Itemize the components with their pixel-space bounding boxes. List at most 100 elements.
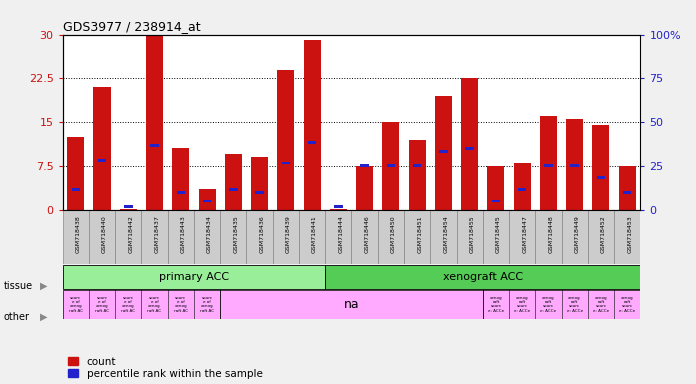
- Bar: [592, 125, 610, 210]
- Text: GSM718448: GSM718448: [548, 215, 553, 253]
- Bar: [308, 141, 317, 144]
- Bar: [483, 210, 509, 264]
- Bar: [124, 205, 132, 208]
- Bar: [351, 210, 378, 264]
- Bar: [623, 191, 631, 194]
- Bar: [72, 188, 80, 191]
- Text: GSM718449: GSM718449: [575, 215, 580, 253]
- Bar: [430, 210, 457, 264]
- Bar: [63, 265, 325, 289]
- Text: GSM718439: GSM718439: [286, 215, 291, 253]
- Bar: [225, 154, 242, 210]
- Bar: [173, 149, 189, 210]
- Bar: [404, 210, 430, 264]
- Bar: [220, 210, 246, 264]
- Bar: [382, 122, 400, 210]
- Text: GSM718436: GSM718436: [260, 215, 264, 253]
- Text: xenog
raft
sourc
e: ACCe: xenog raft sourc e: ACCe: [514, 296, 530, 313]
- Bar: [273, 210, 299, 264]
- Bar: [413, 164, 421, 167]
- Text: xenog
raft
sourc
e: ACCe: xenog raft sourc e: ACCe: [619, 296, 635, 313]
- Bar: [229, 188, 237, 191]
- Text: GSM718451: GSM718451: [417, 215, 422, 253]
- Text: na: na: [344, 298, 359, 311]
- Bar: [562, 210, 588, 264]
- Bar: [386, 164, 395, 167]
- Bar: [168, 210, 194, 264]
- Text: GSM718453: GSM718453: [627, 215, 632, 253]
- Text: ▶: ▶: [40, 312, 47, 322]
- Bar: [466, 147, 474, 150]
- Text: GSM718446: GSM718446: [365, 215, 370, 253]
- Bar: [487, 166, 505, 210]
- Bar: [97, 159, 106, 162]
- Bar: [325, 210, 351, 264]
- Bar: [177, 191, 185, 194]
- Bar: [435, 96, 452, 210]
- Text: sourc
e of
xenog
raft AC: sourc e of xenog raft AC: [69, 296, 83, 313]
- Bar: [514, 163, 530, 210]
- Text: GSM718442: GSM718442: [128, 215, 134, 253]
- Text: GSM718444: GSM718444: [338, 215, 343, 253]
- Bar: [299, 210, 325, 264]
- Bar: [93, 87, 111, 210]
- Bar: [194, 210, 220, 264]
- Text: GSM718445: GSM718445: [496, 215, 501, 253]
- Bar: [277, 70, 294, 210]
- Bar: [120, 209, 137, 210]
- Text: sourc
e of
xenog
raft AC: sourc e of xenog raft AC: [174, 296, 188, 313]
- Bar: [461, 78, 478, 210]
- Bar: [540, 116, 557, 210]
- Text: GSM718452: GSM718452: [601, 215, 606, 253]
- Text: GSM718455: GSM718455: [470, 215, 475, 253]
- Text: xenog
raft
sourc
e: ACCe: xenog raft sourc e: ACCe: [567, 296, 583, 313]
- Bar: [325, 265, 640, 289]
- Bar: [619, 166, 635, 210]
- Bar: [544, 164, 553, 167]
- Bar: [89, 210, 115, 264]
- Bar: [491, 200, 500, 202]
- Bar: [255, 191, 264, 194]
- Text: sourc
e of
xenog
raft AC: sourc e of xenog raft AC: [121, 296, 135, 313]
- Text: xenog
raft
sourc
e: ACCe: xenog raft sourc e: ACCe: [488, 296, 504, 313]
- Bar: [596, 176, 606, 179]
- Text: GSM718434: GSM718434: [207, 215, 212, 253]
- Bar: [566, 119, 583, 210]
- Bar: [282, 162, 290, 164]
- Bar: [330, 209, 347, 210]
- Text: GSM718443: GSM718443: [181, 215, 186, 253]
- Bar: [614, 210, 640, 264]
- Text: tissue: tissue: [3, 281, 33, 291]
- Bar: [457, 210, 483, 264]
- Bar: [63, 210, 89, 264]
- Text: sourc
e of
xenog
raft AC: sourc e of xenog raft AC: [148, 296, 161, 313]
- Text: xenog
raft
sourc
e: ACCe: xenog raft sourc e: ACCe: [540, 296, 557, 313]
- Text: GSM718441: GSM718441: [312, 215, 317, 253]
- Text: GSM718438: GSM718438: [76, 215, 81, 253]
- Text: sourc
e of
xenog
raft AC: sourc e of xenog raft AC: [95, 296, 109, 313]
- Bar: [409, 140, 426, 210]
- Text: GSM718454: GSM718454: [443, 215, 448, 253]
- Bar: [439, 150, 448, 153]
- Text: GSM718450: GSM718450: [391, 215, 396, 253]
- Text: GDS3977 / 238914_at: GDS3977 / 238914_at: [63, 20, 200, 33]
- Bar: [588, 210, 614, 264]
- Bar: [146, 35, 163, 210]
- Text: GSM718437: GSM718437: [155, 215, 159, 253]
- Bar: [571, 164, 579, 167]
- Bar: [361, 164, 369, 167]
- Bar: [246, 210, 273, 264]
- Bar: [203, 200, 212, 202]
- Bar: [68, 137, 84, 210]
- Text: GSM718447: GSM718447: [522, 215, 527, 253]
- Bar: [251, 157, 268, 210]
- Bar: [535, 210, 562, 264]
- Bar: [356, 166, 373, 210]
- Text: GSM718440: GSM718440: [102, 215, 107, 253]
- Bar: [509, 210, 535, 264]
- Text: xenograft ACC: xenograft ACC: [443, 272, 523, 282]
- Text: other: other: [3, 312, 29, 322]
- Legend: count, percentile rank within the sample: count, percentile rank within the sample: [68, 357, 262, 379]
- Bar: [303, 40, 321, 210]
- Text: sourc
e of
xenog
raft AC: sourc e of xenog raft AC: [200, 296, 214, 313]
